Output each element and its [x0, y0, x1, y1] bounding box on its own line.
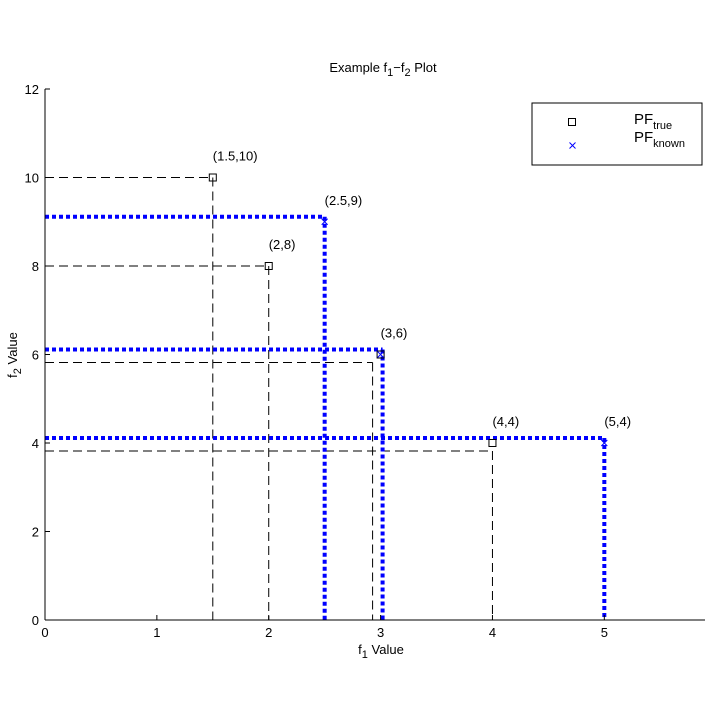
legend: PFtrue PFknown	[531, 102, 703, 166]
y-tick-label: 0	[32, 613, 39, 628]
dominance-lines	[45, 177, 607, 620]
point-label: (3,6)	[381, 326, 408, 341]
y-tick-label: 6	[32, 348, 39, 363]
y-tick-label: 10	[25, 171, 39, 186]
pf-true-point	[264, 262, 273, 270]
y-tick-label: 2	[32, 525, 39, 540]
x-tick-label: 0	[41, 625, 48, 640]
x-tick-label: 5	[601, 625, 608, 640]
point-label: (5,4)	[604, 414, 631, 429]
legend-pf-true-label: PFtrue	[634, 111, 672, 132]
y-tick-label: 4	[32, 436, 39, 451]
x-tick-label: 1	[153, 625, 160, 640]
point-label: (2,8)	[269, 237, 296, 252]
point-label: (2.5,9)	[325, 193, 363, 208]
point-labels: (1.5,10) (2,8) (3,6) (4,4) (2.5,9) (5,4)	[213, 149, 631, 430]
pf-true-point	[488, 439, 497, 447]
point-label: (4,4)	[492, 414, 519, 429]
data-markers	[208, 173, 608, 447]
legend-box	[531, 102, 703, 166]
legend-pf-true-marker	[568, 118, 576, 126]
legend-pf-known-marker	[569, 142, 576, 149]
x-tick-label: 3	[377, 625, 384, 640]
x-tick-label: 4	[489, 625, 496, 640]
pf-true-point	[208, 173, 217, 182]
y-tick-label: 8	[32, 259, 39, 274]
x-axis-title: f1 Value	[358, 642, 404, 661]
legend-pf-known-label: PFknown	[634, 129, 685, 150]
x-tick-label: 2	[265, 625, 272, 640]
point-label: (1.5,10)	[213, 149, 258, 164]
pf-true-point	[376, 350, 385, 359]
pf-known-point	[377, 351, 384, 358]
pf-known-point	[600, 439, 608, 447]
y-tick-label: 12	[25, 82, 39, 97]
pf-known-point	[321, 218, 329, 226]
chart-title: Example f1−f2 Plot	[329, 60, 437, 79]
y-axis-title: f2 Value	[5, 332, 24, 378]
